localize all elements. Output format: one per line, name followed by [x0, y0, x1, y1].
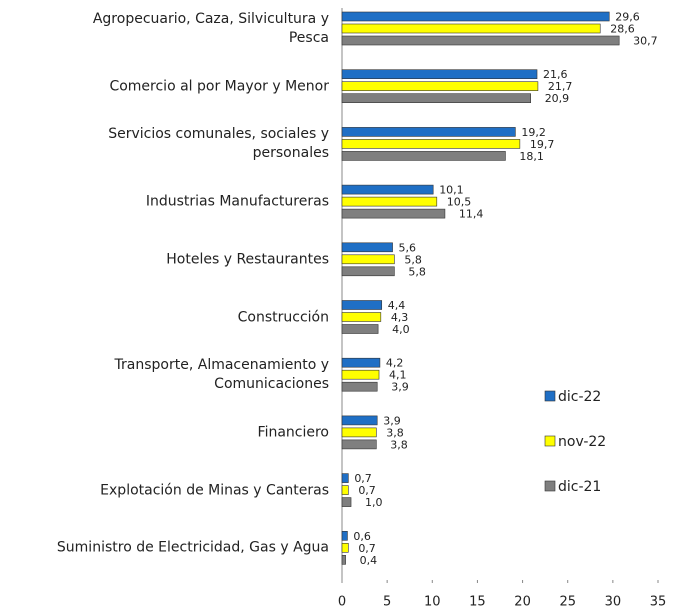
- value-label: 3,9: [383, 414, 401, 427]
- bar: [341, 196, 438, 207]
- bar: [341, 127, 516, 137]
- bar: [341, 151, 506, 161]
- legend-swatch: [544, 390, 556, 402]
- x-tick-label: 35: [650, 595, 667, 609]
- legend-swatch: [544, 480, 556, 492]
- value-label: 10,1: [439, 184, 464, 197]
- bar: [341, 542, 349, 553]
- category-label: Construcción: [237, 309, 329, 325]
- value-label: 0,7: [358, 484, 376, 497]
- value-label: 18,1: [519, 150, 544, 163]
- bar: [341, 324, 379, 334]
- value-label: 5,8: [404, 253, 422, 266]
- value-label: 20,9: [545, 92, 570, 105]
- bar: [341, 266, 395, 277]
- category-label: Hoteles y Restaurantes: [166, 251, 329, 268]
- bar: [341, 357, 381, 368]
- bar: [341, 415, 378, 426]
- value-label: 4,0: [392, 323, 410, 336]
- bar: [341, 35, 620, 46]
- bar: [341, 254, 395, 265]
- bar: [341, 69, 538, 79]
- x-tick-label: 15: [469, 595, 486, 609]
- bar: [341, 369, 380, 380]
- bar: [341, 93, 531, 103]
- category-label: Suministro de Electricidad, Gas y Agua: [56, 539, 329, 556]
- bar: [341, 473, 349, 483]
- bar: [341, 242, 393, 253]
- value-label: 3,9: [391, 381, 409, 394]
- value-label: 4,3: [391, 311, 409, 324]
- bar: [341, 184, 434, 195]
- category-label: Industrias Manufactureras: [145, 193, 329, 210]
- legend-swatch: [544, 435, 556, 447]
- category-label: Comercio al por Mayor y Menor: [109, 78, 329, 95]
- x-tick-label: 10: [424, 595, 441, 609]
- value-label: 4,1: [389, 369, 407, 382]
- value-label: 21,7: [548, 80, 573, 93]
- value-label: 0,4: [360, 554, 378, 567]
- value-label: 10,5: [447, 196, 472, 209]
- value-label: 19,7: [530, 138, 555, 151]
- x-tick-label: 30: [605, 595, 622, 609]
- value-label: 0,6: [353, 530, 371, 543]
- bar: [341, 139, 521, 149]
- category-label: Financiero: [257, 424, 329, 441]
- bar: [341, 427, 377, 438]
- value-label: 4,4: [388, 299, 406, 312]
- x-tick-label: 0: [338, 595, 346, 609]
- bar: [341, 300, 383, 310]
- value-label: 5,8: [408, 265, 426, 278]
- bar: [341, 554, 346, 565]
- legend-label: nov-22: [558, 434, 606, 450]
- x-tick-label: 20: [514, 595, 531, 609]
- category-label: Transporte, Almacenamiento y Comunicacio…: [114, 357, 329, 393]
- value-label: 28,6: [610, 23, 635, 36]
- value-label: 0,7: [354, 472, 372, 485]
- bar: [341, 485, 349, 495]
- value-label: 4,2: [386, 357, 404, 370]
- value-label: 30,7: [633, 35, 658, 48]
- x-tick-label: 5: [383, 595, 391, 609]
- legend-label: dic-22: [558, 389, 601, 405]
- bar: [341, 11, 610, 22]
- value-label: 19,2: [521, 126, 546, 139]
- value-label: 21,6: [543, 68, 568, 81]
- value-label: 1,0: [365, 496, 383, 509]
- value-label: 11,4: [459, 208, 484, 221]
- value-label: 0,7: [358, 542, 376, 555]
- bar: [341, 439, 377, 450]
- category-label: Explotación de Minas y Canteras: [100, 482, 329, 499]
- category-label: Servicios comunales, sociales y personal…: [108, 126, 329, 162]
- legend-label: dic-21: [558, 479, 601, 495]
- bar: [341, 23, 601, 34]
- bar: [341, 312, 382, 322]
- bar: [341, 530, 348, 541]
- value-label: 5,6: [399, 241, 417, 254]
- value-label: 29,6: [615, 11, 640, 24]
- x-tick-label: 25: [559, 595, 576, 609]
- bar: [341, 81, 539, 91]
- value-label: 3,8: [390, 438, 408, 451]
- value-label: 3,8: [386, 426, 404, 439]
- category-label: Agropecuario, Caza, Silvicultura y Pesca: [92, 11, 329, 46]
- bar: [341, 208, 446, 219]
- bar: [341, 497, 352, 507]
- bar: [341, 381, 378, 392]
